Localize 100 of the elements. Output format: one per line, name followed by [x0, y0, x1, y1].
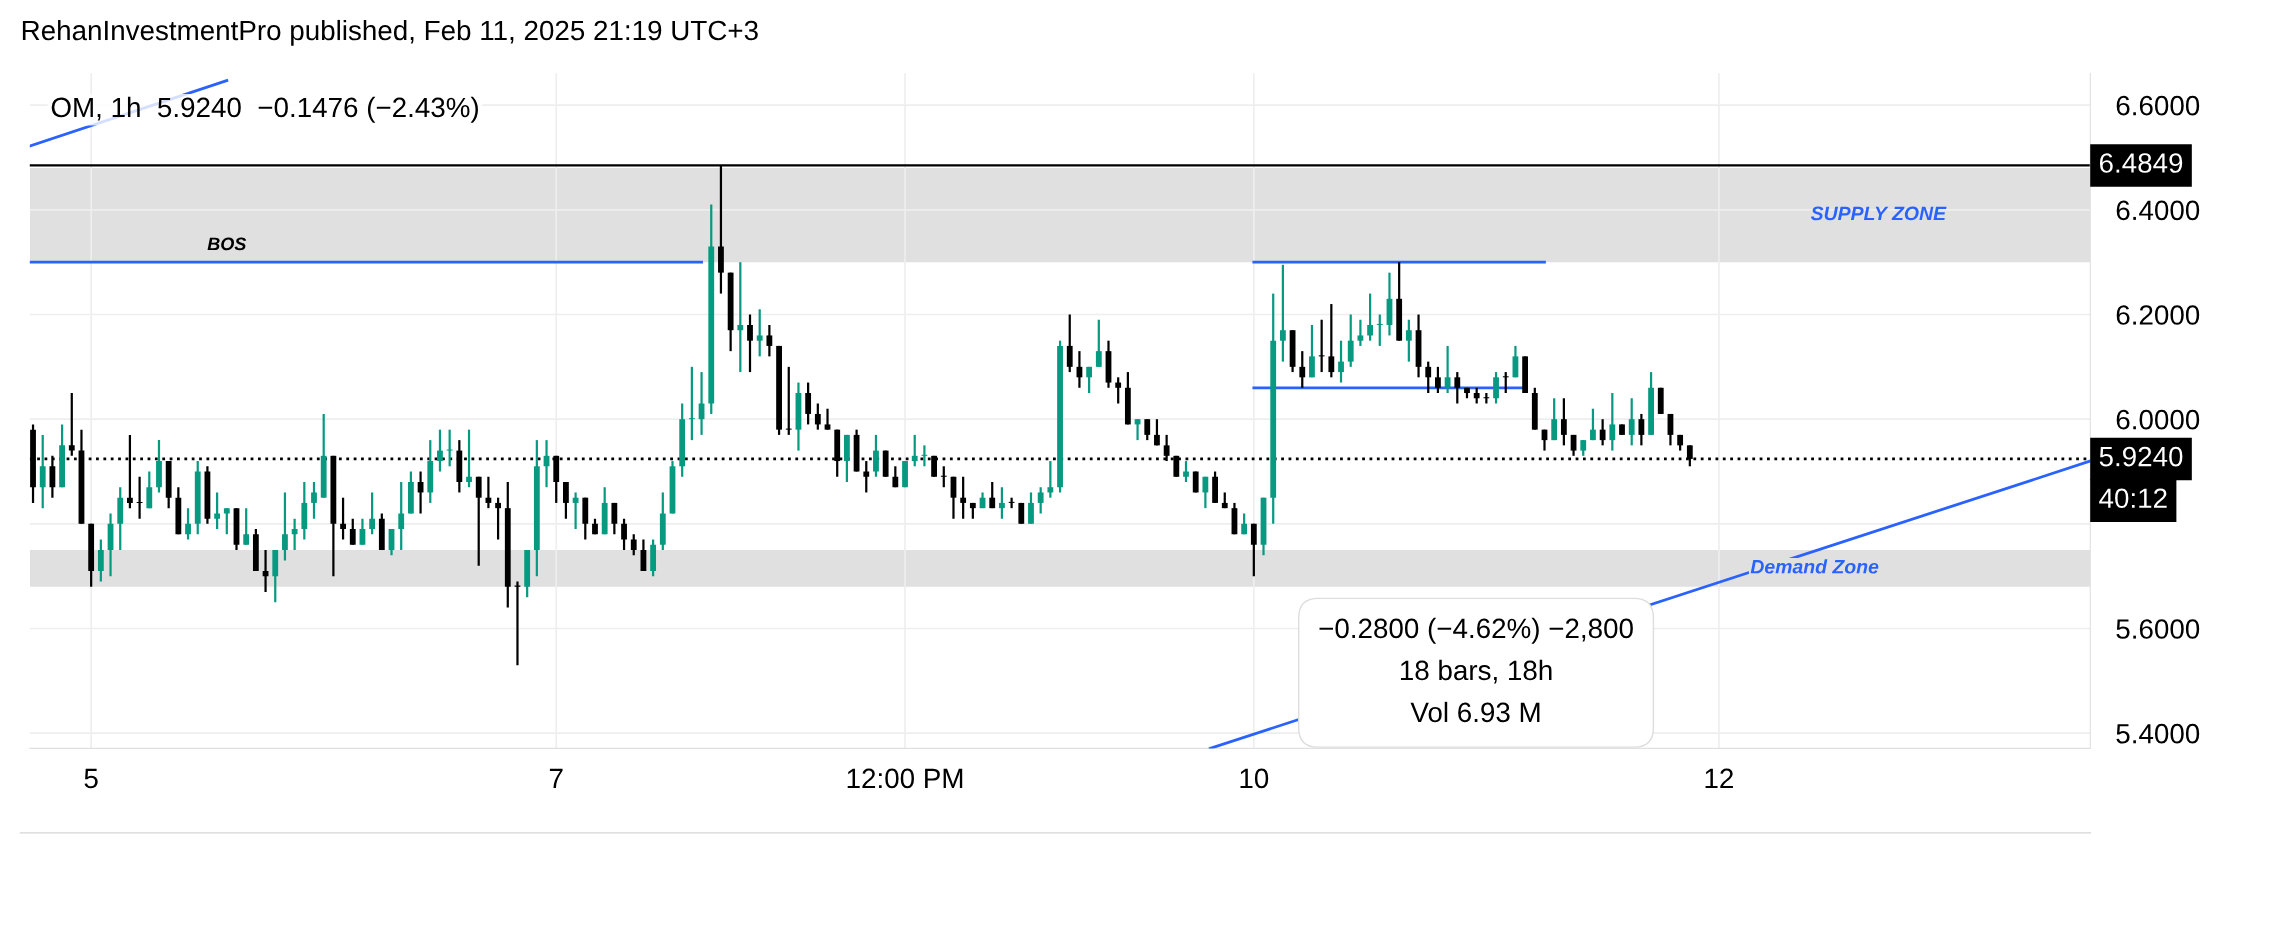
candlestick — [747, 313, 753, 374]
candlestick — [1095, 318, 1102, 368]
x-tick-label: 12:00 PM — [847, 768, 963, 789]
candlestick — [466, 428, 472, 489]
candlestick — [1405, 318, 1412, 363]
candlestick — [1008, 496, 1015, 510]
text: 40:12 — [2099, 488, 2167, 509]
candlestick — [1609, 391, 1616, 452]
candlestick — [1154, 418, 1160, 447]
text: OM, 1h 5.9240 −0.1476 (−2.43%) — [51, 96, 478, 123]
y-tick-label: 6.4000 — [2116, 200, 2200, 221]
candlestick — [136, 475, 143, 520]
candlestick — [911, 433, 918, 468]
candlestick — [1560, 397, 1567, 447]
candlestick — [1493, 370, 1499, 405]
candlestick — [475, 475, 482, 567]
candlestick — [1144, 418, 1151, 442]
candlestick — [1435, 365, 1441, 395]
y-tick-label: 6.0000 — [2116, 409, 2200, 430]
candlestick — [737, 261, 744, 374]
candlestick — [814, 402, 821, 431]
candlestick — [873, 433, 879, 478]
candlestick — [1338, 339, 1344, 384]
candlestick — [282, 491, 288, 562]
candlestick — [1367, 292, 1373, 342]
candlestick — [1376, 313, 1383, 348]
candlestick — [756, 308, 763, 358]
candlestick — [1279, 263, 1286, 363]
candlestick — [243, 507, 250, 546]
candlestick — [766, 323, 773, 358]
candlestick — [146, 470, 153, 510]
candlestick — [437, 428, 443, 473]
candlestick — [68, 391, 75, 457]
candlestick — [214, 491, 221, 531]
candlestick — [989, 480, 996, 510]
candlestick — [291, 517, 298, 552]
candlestick — [960, 475, 967, 520]
annotation: −0.2800 (−4.62%) −2,800 — [1319, 617, 1633, 644]
candlestick — [611, 501, 618, 536]
candlestick — [495, 496, 501, 541]
candlestick — [1202, 475, 1209, 510]
candlestick — [1502, 370, 1509, 395]
x-tick-label: 7 — [549, 768, 563, 788]
candlestick — [1250, 522, 1257, 578]
candlestick — [1328, 302, 1335, 379]
candlestick — [1628, 397, 1635, 447]
candlestick — [1444, 344, 1451, 395]
candlestick — [1299, 350, 1306, 389]
candlestick — [805, 381, 812, 426]
candlestick — [446, 428, 453, 468]
candlestick — [97, 538, 104, 583]
candlestick — [1590, 407, 1596, 442]
annotation: 18 bars, 18h — [1400, 659, 1552, 684]
candlestick — [688, 365, 695, 442]
candlestick — [1347, 313, 1354, 368]
candlestick — [398, 480, 405, 552]
candlestick — [369, 491, 376, 536]
x-tick-label: 10 — [1240, 768, 1269, 789]
candlestick — [1454, 370, 1461, 405]
candlestick — [1066, 313, 1073, 374]
candlestick — [1425, 360, 1432, 395]
annotation: Vol 6.93 M — [1410, 701, 1540, 723]
y-tick-label: 6.6000 — [2116, 95, 2200, 116]
candlestick — [1028, 491, 1034, 525]
candlestick — [1318, 318, 1325, 374]
candlestick — [1115, 376, 1122, 405]
candlestick — [1183, 459, 1189, 484]
candlestick — [621, 517, 627, 552]
candlestick — [349, 517, 356, 546]
x-tick-label: 12 — [1705, 768, 1733, 788]
candlestick — [223, 507, 230, 536]
candlestick — [39, 433, 46, 510]
ref-line-label: 6.4849 — [2099, 153, 2183, 173]
band-label: SUPPLY ZONE — [1810, 206, 1947, 221]
annotation: BOS — [207, 237, 247, 251]
candlestick — [1599, 418, 1606, 447]
candlestick — [1638, 412, 1645, 447]
candlestick — [921, 444, 928, 468]
ref-line-label: 5.9240 — [2099, 446, 2183, 467]
band-label: Demand Zone — [1750, 559, 1879, 574]
candlestick — [1357, 318, 1364, 348]
chart-title: RehanInvestmentPro published, Feb 11, 2025 21:19 UTC+3 — [22, 19, 758, 46]
candlestick — [1551, 397, 1558, 442]
candlestick — [824, 407, 831, 431]
candlestick — [563, 480, 569, 520]
candlestick — [940, 465, 947, 489]
candlestick — [999, 486, 1005, 520]
candlestick — [1086, 365, 1093, 395]
candlestick — [1047, 459, 1054, 499]
candlestick — [785, 365, 792, 436]
candlestick — [630, 533, 637, 557]
candlestick — [311, 480, 317, 520]
y-tick-label: 5.4000 — [2116, 723, 2200, 744]
y-tick-label: 6.2000 — [2116, 305, 2200, 325]
candlestick — [340, 496, 346, 541]
candlestick — [863, 459, 870, 494]
candlestick — [485, 475, 492, 510]
y-tick-label: 5.6000 — [2116, 619, 2200, 639]
candlestick — [185, 507, 191, 541]
candlestick — [1037, 486, 1044, 515]
